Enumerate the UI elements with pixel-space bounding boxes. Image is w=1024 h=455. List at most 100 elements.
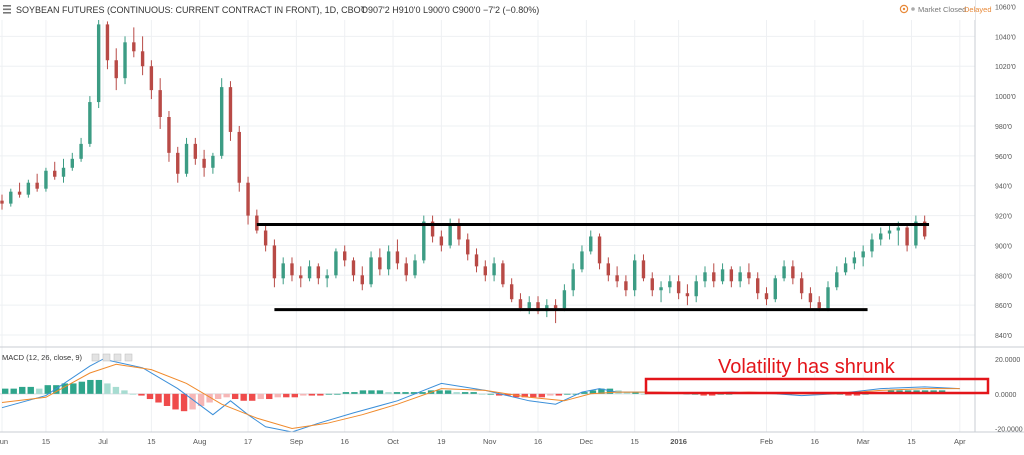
candle[interactable] bbox=[140, 36, 145, 76]
candle-body[interactable] bbox=[422, 221, 426, 261]
price-candles[interactable] bbox=[0, 18, 927, 324]
candle[interactable] bbox=[492, 257, 496, 282]
candle-body[interactable] bbox=[641, 260, 646, 279]
candle[interactable] bbox=[615, 266, 619, 288]
candle-body[interactable] bbox=[149, 66, 154, 91]
candle-body[interactable] bbox=[536, 302, 540, 312]
candle[interactable] bbox=[747, 263, 751, 285]
candle-body[interactable] bbox=[703, 272, 707, 282]
candle[interactable] bbox=[466, 233, 470, 261]
candle-body[interactable] bbox=[413, 260, 417, 276]
candle[interactable] bbox=[773, 275, 777, 303]
candle-body[interactable] bbox=[896, 227, 901, 231]
candle-body[interactable] bbox=[123, 42, 127, 79]
candle[interactable] bbox=[105, 21, 110, 70]
macd-indicator-icons[interactable] bbox=[91, 353, 133, 362]
candle-body[interactable] bbox=[483, 266, 488, 276]
candle-body[interactable] bbox=[474, 254, 479, 267]
candle[interactable] bbox=[272, 239, 277, 288]
candle[interactable] bbox=[905, 224, 909, 252]
candle-body[interactable] bbox=[61, 167, 66, 177]
candle-body[interactable] bbox=[676, 281, 681, 294]
candle-body[interactable] bbox=[501, 263, 505, 285]
candle-body[interactable] bbox=[202, 158, 206, 168]
candle-body[interactable] bbox=[879, 233, 883, 240]
candle[interactable] bbox=[343, 245, 347, 267]
candle-body[interactable] bbox=[738, 272, 742, 282]
candle-body[interactable] bbox=[246, 182, 250, 216]
candle[interactable] bbox=[764, 287, 769, 306]
candle[interactable] bbox=[852, 251, 857, 270]
candle[interactable] bbox=[922, 215, 927, 240]
candle[interactable] bbox=[808, 287, 813, 309]
candle-body[interactable] bbox=[17, 191, 22, 195]
candle[interactable] bbox=[334, 248, 338, 279]
candle[interactable] bbox=[703, 266, 707, 288]
candle-body[interactable] bbox=[747, 272, 751, 279]
candle-body[interactable] bbox=[114, 60, 118, 79]
candle-body[interactable] bbox=[272, 245, 277, 279]
candle-body[interactable] bbox=[395, 251, 400, 264]
candle[interactable] bbox=[404, 257, 408, 282]
candle[interactable] bbox=[325, 269, 329, 288]
candle-body[interactable] bbox=[404, 263, 408, 276]
candle-body[interactable] bbox=[826, 287, 830, 309]
candle-body[interactable] bbox=[562, 290, 567, 309]
candle[interactable] bbox=[501, 260, 505, 288]
candle-body[interactable] bbox=[263, 230, 268, 246]
candle[interactable] bbox=[386, 245, 391, 276]
candle-body[interactable] bbox=[589, 236, 593, 252]
candle-body[interactable] bbox=[53, 170, 57, 177]
candle-body[interactable] bbox=[228, 87, 233, 132]
candle-body[interactable] bbox=[624, 281, 628, 291]
candle[interactable] bbox=[88, 96, 92, 147]
candle[interactable] bbox=[457, 218, 461, 246]
candle-body[interactable] bbox=[808, 293, 813, 303]
candle[interactable] bbox=[712, 263, 716, 288]
candle-body[interactable] bbox=[79, 143, 83, 159]
candle[interactable] bbox=[307, 260, 312, 282]
candle[interactable] bbox=[158, 78, 162, 129]
macd-label[interactable]: MACD (12, 26, close, 9) bbox=[2, 353, 83, 362]
candle[interactable] bbox=[44, 167, 48, 192]
candle[interactable] bbox=[720, 263, 725, 285]
candle[interactable] bbox=[879, 227, 883, 246]
candle-body[interactable] bbox=[659, 287, 663, 291]
candle[interactable] bbox=[114, 48, 118, 91]
candle-body[interactable] bbox=[351, 260, 356, 276]
candle-body[interactable] bbox=[764, 293, 769, 300]
candle[interactable] bbox=[316, 263, 321, 285]
candle[interactable] bbox=[167, 111, 171, 162]
candle[interactable] bbox=[606, 257, 611, 282]
candle[interactable] bbox=[738, 266, 742, 288]
candle-body[interactable] bbox=[158, 90, 162, 117]
candle[interactable] bbox=[299, 266, 303, 288]
candle-body[interactable] bbox=[343, 251, 347, 261]
candle-body[interactable] bbox=[132, 42, 136, 52]
candle[interactable] bbox=[527, 296, 531, 315]
candle-body[interactable] bbox=[369, 257, 373, 285]
candle[interactable] bbox=[193, 137, 198, 165]
candle-body[interactable] bbox=[316, 266, 321, 279]
candle[interactable] bbox=[835, 266, 839, 291]
candle[interactable] bbox=[887, 224, 892, 240]
candle[interactable] bbox=[35, 173, 39, 192]
candle[interactable] bbox=[624, 275, 628, 297]
candle-body[interactable] bbox=[140, 51, 145, 67]
candle-body[interactable] bbox=[773, 278, 777, 300]
candle-body[interactable] bbox=[299, 275, 303, 279]
candle-body[interactable] bbox=[439, 236, 444, 246]
candle-body[interactable] bbox=[167, 117, 171, 153]
candle-body[interactable] bbox=[852, 257, 857, 264]
candle-body[interactable] bbox=[905, 227, 909, 246]
candle[interactable] bbox=[782, 260, 786, 282]
candle[interactable] bbox=[430, 215, 435, 243]
candle[interactable] bbox=[632, 254, 637, 297]
candle-body[interactable] bbox=[466, 239, 470, 255]
candle-body[interactable] bbox=[606, 263, 611, 276]
candle[interactable] bbox=[53, 161, 57, 180]
candle[interactable] bbox=[843, 257, 848, 276]
candle[interactable] bbox=[659, 281, 663, 303]
candle[interactable] bbox=[729, 266, 734, 288]
candle-body[interactable] bbox=[580, 251, 584, 270]
